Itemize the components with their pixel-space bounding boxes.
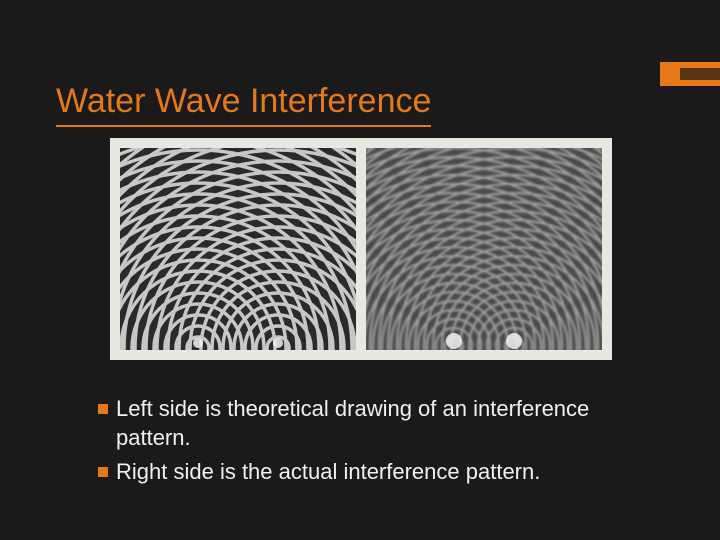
bullet-text: Left side is theoretical drawing of an i… [116,395,660,452]
corner-accent-inner [680,68,720,80]
interference-figure [110,138,612,360]
panel-actual [366,148,602,350]
bullet-icon [98,404,108,414]
panel-theoretical [120,148,356,350]
list-item: Left side is theoretical drawing of an i… [98,395,660,452]
bullet-icon [98,467,108,477]
slide-title: Water Wave Interference [56,82,431,127]
bullet-list: Left side is theoretical drawing of an i… [98,395,660,493]
theoretical-interference-svg [120,148,356,350]
list-item: Right side is the actual interference pa… [98,458,660,487]
bullet-text: Right side is the actual interference pa… [116,458,540,487]
actual-interference-svg [366,148,602,350]
